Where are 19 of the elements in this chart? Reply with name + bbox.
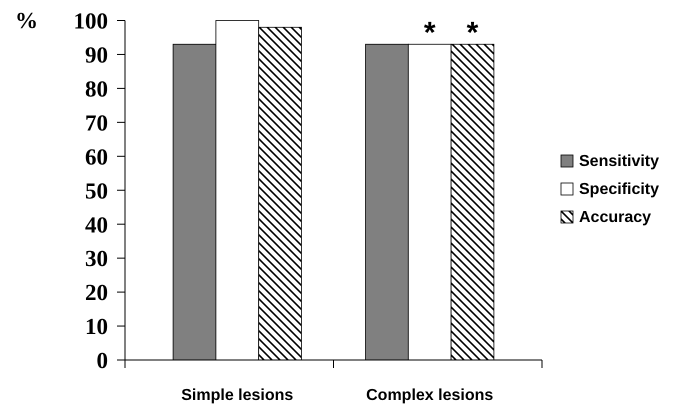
y-tick-label: 80 (85, 76, 108, 102)
y-tick-label: 10 (85, 314, 108, 340)
data-label: * (466, 16, 479, 50)
legend-label: Specificity (579, 181, 660, 198)
x-tick-label: Complex lesions (366, 387, 494, 404)
y-tick-label: 50 (85, 178, 108, 204)
data-label: * (424, 16, 436, 50)
y-tick-label: 90 (85, 42, 108, 68)
y-tick-label: 70 (85, 110, 108, 136)
y-tick-label: 60 (85, 144, 108, 170)
x-tick-label: Simple lesions (181, 387, 294, 404)
y-tick-label: 40 (85, 212, 108, 238)
y-tick-label: 100 (74, 8, 108, 34)
y-tick-label: 0 (96, 348, 108, 374)
legend-label: Accuracy (579, 209, 652, 226)
y-tick-label: 30 (85, 246, 108, 272)
legend-label: Sensitivity (579, 153, 660, 170)
y-tick-label: 20 (85, 280, 108, 306)
y-axis-title: % (15, 8, 38, 33)
